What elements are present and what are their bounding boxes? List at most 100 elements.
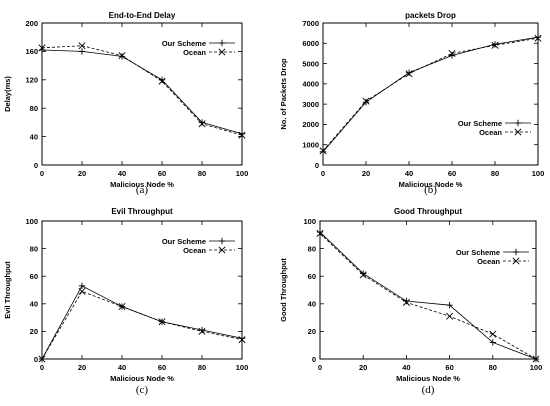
y-tick-label: 40 xyxy=(30,132,38,141)
y-tick-label: 5000 xyxy=(302,59,319,68)
data-point-ocean xyxy=(316,229,324,237)
data-point-ocean xyxy=(78,287,86,295)
y-tick-label: 0 xyxy=(34,161,38,170)
legend-marker xyxy=(218,48,226,56)
x-tick-label: 100 xyxy=(532,169,545,178)
y-tick-label: 200 xyxy=(25,19,38,28)
y-tick-label: 1000 xyxy=(302,141,319,150)
data-point-ocean xyxy=(319,147,327,155)
x-tick-label: 0 xyxy=(40,169,44,178)
x-tick-label: 20 xyxy=(78,363,86,372)
series-line-ocean xyxy=(41,45,243,136)
chart-title: Good Throughput xyxy=(394,207,462,216)
data-point-ocean xyxy=(534,34,542,42)
legend-marker xyxy=(514,128,522,136)
legend-label: Ocean xyxy=(183,246,206,255)
x-axis-label: Malicious Node % xyxy=(110,180,174,189)
series-line-ocean xyxy=(41,290,243,360)
x-tick-label: 0 xyxy=(40,363,44,372)
chart-title: packets Drop xyxy=(405,11,456,20)
data-point-ocean xyxy=(402,298,410,306)
x-tick-label: 40 xyxy=(402,363,410,372)
x-tick-label: 60 xyxy=(158,363,166,372)
y-axis-label: Delay(ms) xyxy=(3,76,12,112)
plot-frame xyxy=(41,22,243,166)
y-tick-label: 160 xyxy=(25,47,38,56)
series-line-ocean xyxy=(319,233,537,360)
y-tick-label: 40 xyxy=(308,300,316,309)
legend-label: Ocean xyxy=(477,257,500,266)
data-point-ocean xyxy=(158,77,166,85)
legend-marker xyxy=(512,257,520,265)
series-line-our-scheme xyxy=(41,49,243,135)
x-tick-label: 40 xyxy=(405,169,413,178)
y-tick-label: 100 xyxy=(303,217,316,226)
y-tick-label: 4000 xyxy=(302,80,319,89)
panel-caption: (b) xyxy=(424,184,437,196)
data-point-ocean xyxy=(78,42,86,50)
x-tick-label: 20 xyxy=(78,169,86,178)
chart-title: End-to-End Delay xyxy=(109,11,176,20)
data-point-ocean xyxy=(532,355,540,363)
x-tick-label: 60 xyxy=(158,169,166,178)
x-axis-label: Malicious Node % xyxy=(110,374,174,383)
data-point-ocean xyxy=(359,271,367,279)
data-point-ocean xyxy=(446,312,454,320)
data-point-ocean xyxy=(118,303,126,311)
data-point-ocean xyxy=(118,52,126,60)
data-point-ocean xyxy=(405,70,413,78)
panel-caption: (d) xyxy=(422,384,435,396)
legend-marker xyxy=(218,246,226,254)
x-tick-label: 100 xyxy=(236,363,249,372)
y-axis-label: No. of Packets Drop xyxy=(279,58,288,130)
y-tick-label: 80 xyxy=(30,104,38,113)
x-tick-label: 0 xyxy=(318,363,322,372)
legend-label: Our Scheme xyxy=(458,119,502,128)
legend-label: Our Scheme xyxy=(456,248,500,257)
y-tick-label: 0 xyxy=(312,355,316,364)
y-tick-label: 60 xyxy=(308,272,316,281)
y-tick-label: 20 xyxy=(308,327,316,336)
x-tick-label: 80 xyxy=(198,169,206,178)
x-tick-label: 80 xyxy=(489,363,497,372)
data-point-ocean xyxy=(491,41,499,49)
panel-caption: (c) xyxy=(136,384,149,396)
chart-panel-4: 0 20 40 60 80 100 0 20 40 60 80 100 Good Throughput M… xyxy=(279,207,542,396)
data-point-ocean xyxy=(238,131,246,139)
x-tick-label: 80 xyxy=(491,169,499,178)
y-tick-label: 100 xyxy=(25,217,38,226)
x-axis-label: Malicious Node % xyxy=(396,374,460,383)
y-tick-label: 3000 xyxy=(302,100,319,109)
y-tick-label: 2000 xyxy=(302,120,319,129)
y-axis-label: Evil Throughput xyxy=(3,261,12,319)
panel-caption: (a) xyxy=(136,184,149,196)
plot-frame xyxy=(319,220,537,360)
x-tick-label: 60 xyxy=(448,169,456,178)
y-tick-label: 80 xyxy=(30,244,38,253)
data-point-ocean xyxy=(362,97,370,105)
data-point-ocean xyxy=(448,49,456,57)
legend-label: Our Scheme xyxy=(162,39,206,48)
y-tick-label: 0 xyxy=(34,355,38,364)
legend-label: Ocean xyxy=(183,48,206,57)
y-tick-label: 0 xyxy=(315,161,319,170)
data-point-ocean xyxy=(158,318,166,326)
series-line-our-scheme xyxy=(41,285,243,360)
y-tick-label: 60 xyxy=(30,272,38,281)
y-tick-label: 40 xyxy=(30,300,38,309)
data-point-ocean xyxy=(38,355,46,363)
data-point-ocean xyxy=(38,44,46,52)
chart-panel-3: 0 20 40 60 80 100 0 20 40 60 80 100 Evil Throughput M… xyxy=(3,207,248,396)
x-tick-label: 20 xyxy=(362,169,370,178)
chart-panel-1: 0 20 40 60 80 100 0 40 80 120 160 200 End-to-End Del… xyxy=(3,11,248,196)
legend-label: Ocean xyxy=(479,128,502,137)
x-tick-label: 80 xyxy=(198,363,206,372)
y-tick-label: 20 xyxy=(30,327,38,336)
x-tick-label: 100 xyxy=(236,169,249,178)
x-tick-label: 0 xyxy=(321,169,325,178)
